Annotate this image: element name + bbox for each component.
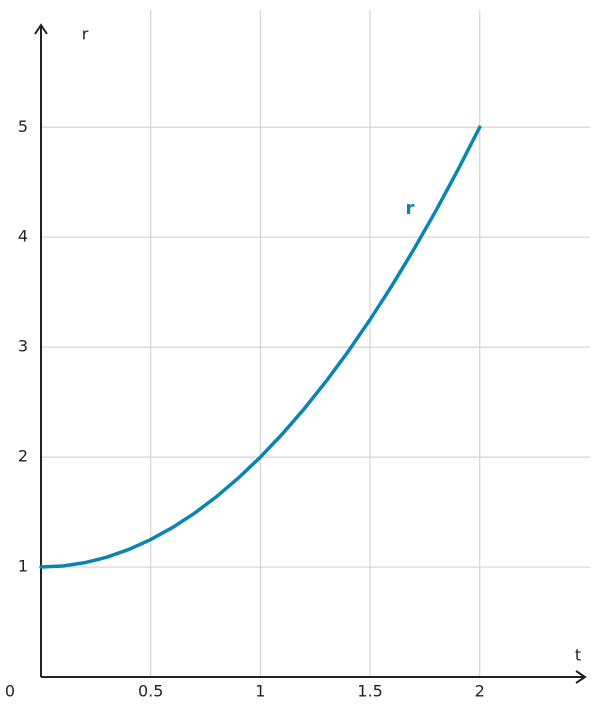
x-axis-label: t (575, 646, 581, 665)
y-tick-label: 1 (18, 557, 28, 576)
y-axis-label: r (82, 25, 89, 44)
x-axis-arrow (575, 670, 587, 684)
y-tick-label: 2 (18, 447, 28, 466)
x-tick-label: 1.5 (357, 682, 382, 701)
y-tick-label: 5 (18, 117, 28, 136)
x-tick-label: 0 (5, 682, 15, 701)
y-axis-arrow (34, 23, 48, 35)
x-tick-label: 2 (475, 682, 485, 701)
line (39, 125, 482, 569)
y-tick-label: 3 (18, 337, 28, 356)
x-tick-label: 1 (255, 682, 265, 701)
y-tick-label: 4 (18, 227, 28, 246)
series-label: r (406, 198, 415, 219)
x-tick-label: 0.5 (138, 682, 163, 701)
